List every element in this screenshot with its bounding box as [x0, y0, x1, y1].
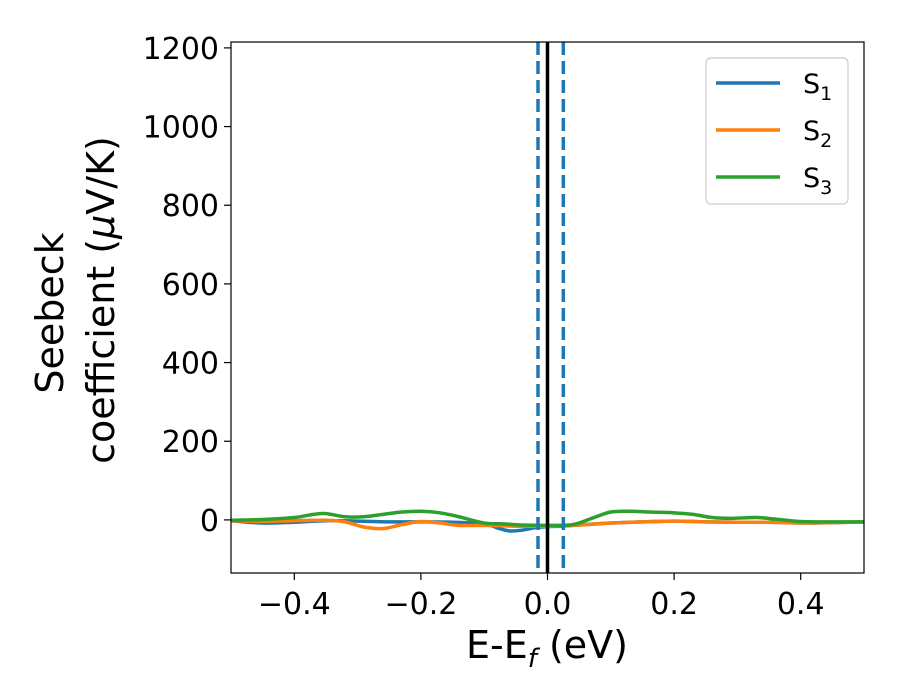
- x-tick-label: −0.4: [258, 587, 331, 622]
- x-axis-label-unit: (eV): [537, 623, 628, 667]
- series-line-s2: [231, 518, 864, 531]
- x-tick-label: −0.2: [384, 587, 457, 622]
- y-tick-label: 1000: [143, 111, 219, 146]
- x-tick-label: 0.0: [524, 587, 572, 622]
- y-tick-label: 0: [200, 504, 219, 539]
- x-axis-ticks: −0.4 −0.2 0.0 0.2 0.4: [258, 573, 825, 622]
- y-tick-label: 200: [162, 425, 219, 460]
- y-axis-ticks: 0 200 400 600 800 1000 1200: [143, 32, 231, 539]
- y-axis-label-suffix: V/K): [79, 136, 123, 215]
- y-axis-label-line2: coefficient (μV/K): [79, 136, 123, 464]
- legend-label-s3: S3: [803, 163, 832, 199]
- legend-label-s2: S2: [803, 116, 832, 152]
- y-axis-label-prefix: coefficient (: [79, 239, 123, 464]
- legend: S1 S2 S3: [705, 57, 849, 205]
- plot-lines: [231, 509, 864, 533]
- x-axis-label: E-Ef (eV): [466, 623, 628, 674]
- series-line-s3: [231, 509, 864, 528]
- y-tick-label: 1200: [143, 32, 219, 67]
- x-axis-label-main: E-E: [466, 623, 528, 667]
- reference-lines: [536, 42, 566, 573]
- y-tick-label: 800: [162, 189, 219, 224]
- y-tick-label: 400: [162, 347, 219, 382]
- y-tick-label: 600: [162, 268, 219, 303]
- y-axis-label-line1: Seebeck: [28, 232, 72, 393]
- x-tick-label: 0.4: [777, 587, 825, 622]
- y-axis-label: Seebeck coefficient (μV/K): [28, 136, 123, 464]
- legend-label-s1: S1: [803, 69, 832, 105]
- x-tick-label: 0.2: [650, 587, 698, 622]
- y-axis-label-mu: μ: [79, 215, 123, 240]
